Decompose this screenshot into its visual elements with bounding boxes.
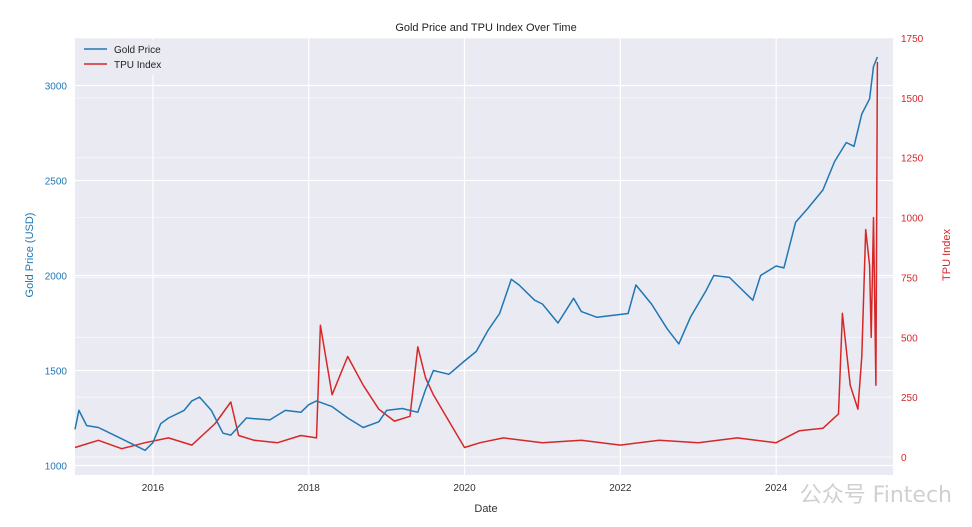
- legend-label-gold: Gold Price: [114, 45, 161, 56]
- legend-label-tpu: TPU Index: [114, 60, 161, 71]
- y-right-tick-label: 1250: [901, 154, 924, 165]
- plot-background: [75, 38, 893, 475]
- y-right-tick-label: 1750: [901, 34, 924, 45]
- y-left-tick-label: 1000: [45, 462, 68, 473]
- x-tick-label: 2020: [453, 483, 476, 494]
- y-axis-left-label: Gold Price (USD): [24, 213, 36, 298]
- y-right-tick-label: 750: [901, 273, 918, 284]
- y-right-tick-label: 1000: [901, 214, 924, 225]
- y-left-tick-label: 2000: [45, 272, 68, 283]
- x-tick-label: 2018: [298, 483, 321, 494]
- legend: Gold Price TPU Index: [79, 40, 171, 75]
- axes-layer: 2016 2018 2020 2022 202410001500200025003000…: [45, 34, 924, 494]
- y-right-tick-label: 0: [901, 453, 907, 464]
- series-layer: [74, 56, 879, 452]
- x-tick-label: 2022: [609, 483, 632, 494]
- chart-title: Gold Price and TPU Index Over Time: [395, 22, 576, 34]
- y-left-tick-label: 3000: [45, 82, 68, 93]
- y-right-tick-label: 250: [901, 393, 918, 404]
- y-right-tick-label: 1500: [901, 94, 924, 105]
- x-axis-label: Date: [474, 503, 497, 515]
- tpu-index-line: [74, 61, 879, 450]
- legend-box: [79, 40, 171, 75]
- y-axis-right-label: TPU Index: [941, 229, 953, 281]
- x-tick-label: 2024: [765, 483, 788, 494]
- x-tick-label: 2016: [142, 483, 165, 494]
- watermark-text: 公众号 Fintech: [799, 483, 952, 508]
- y-right-tick-label: 500: [901, 333, 918, 344]
- gold-price-line: [74, 56, 879, 452]
- y-left-tick-label: 2500: [45, 177, 68, 188]
- y-left-tick-label: 1500: [45, 367, 68, 378]
